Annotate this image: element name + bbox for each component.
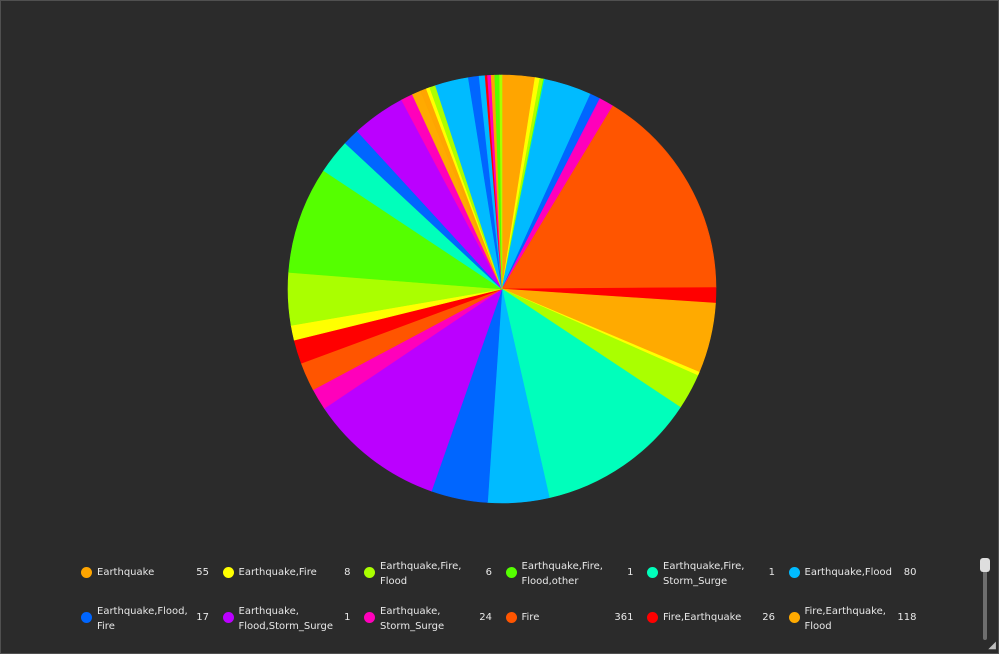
legend-value: 80 [903,567,917,578]
legend-swatch-icon [647,612,658,623]
legend-value: 6 [485,567,492,578]
legend-value: 17 [196,612,209,623]
legend-item[interactable]: Earthquake, Flood,Storm_Surge 1 [221,604,356,644]
legend-scrollbar[interactable] [980,558,990,640]
legend-item[interactable]: Earthquake,Flood, Fire 17 [79,604,214,644]
resize-grip-icon[interactable]: ◢ [988,640,996,651]
legend-swatch-icon [364,567,375,578]
legend-label: Earthquake [97,567,155,578]
pie-slice-17[interactable] [323,288,503,492]
scrollbar-thumb[interactable] [980,558,990,572]
legend-label: Fire [521,612,540,623]
legend-label: Earthquake, Storm_Surge [380,606,445,632]
legend-swatch-icon [222,612,234,623]
legend-value: 361 [614,612,634,623]
legend-item[interactable]: Earthquake,Fire, Flood,other 1 [504,559,639,599]
legend-item[interactable]: Fire,Earthquake 26 [645,604,780,644]
legend-value: 26 [762,612,775,623]
legend-value: 1 [768,567,775,578]
legend-item[interactable]: Earthquake, Storm_Surge 24 [362,604,497,644]
legend-value: 1 [344,612,351,623]
legend-swatch-icon [505,612,517,623]
pie-slice-9[interactable] [501,105,717,290]
legend-value: 1 [627,567,634,578]
legend-label: Earthquake, Flood,Storm_Surge [238,606,333,632]
legend-label: Earthquake,Fire, Storm_Surge [663,561,745,587]
legend-item[interactable]: Fire,Earthquake, Flood 118 [787,604,922,644]
legend-label: Fire,Earthquake, Flood [804,606,886,632]
legend-swatch-icon [505,567,517,578]
legend-value: 8 [344,567,351,578]
legend-swatch-icon [788,567,800,578]
legend-item[interactable]: Fire 361 [504,604,639,644]
pie-slice-14[interactable] [501,288,681,499]
pie-slice-23[interactable] [288,170,504,290]
pie-chart [287,74,717,504]
legend-swatch-icon [81,612,92,623]
scrollbar-track[interactable] [983,558,987,640]
legend-swatch-icon [647,567,658,578]
legend-value: 24 [479,612,492,623]
legend-item[interactable]: Earthquake,Fire, Storm_Surge 1 [645,559,780,599]
legend-label: Fire,Earthquake [663,612,742,623]
legend-item[interactable]: Earthquake,Fire, Flood 6 [362,559,497,599]
legend-item[interactable]: Earthquake 55 [79,559,214,599]
legend-value: 55 [196,567,209,578]
legend-swatch-icon [788,612,800,623]
legend-value: 118 [897,612,917,623]
legend-label: Earthquake,Flood, Fire [97,606,188,632]
legend-label: Earthquake,Fire [238,567,317,578]
legend-item[interactable]: Earthquake,Fire 8 [221,559,356,599]
legend-swatch-icon [364,612,375,623]
legend-label: Earthquake,Fire, Flood,other [521,561,603,587]
pie-slice-39[interactable] [499,74,503,290]
legend-label: Earthquake,Flood [804,567,893,578]
legend-item[interactable]: Earthquake,Flood 80 [787,559,922,599]
legend: Earthquake 55 Earthquake,Fire 8 Earthquake,F… [79,559,959,651]
legend-swatch-icon [81,567,92,578]
legend-swatch-icon [222,567,234,578]
legend-label: Earthquake,Fire, Flood [380,561,462,587]
